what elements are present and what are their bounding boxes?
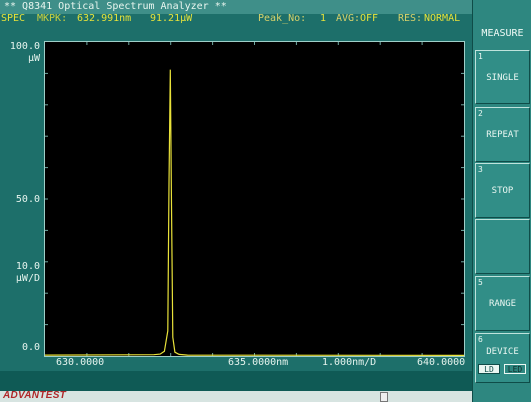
spectrum-trace [44, 69, 465, 356]
stop-button[interactable]: 3 STOP [475, 163, 530, 218]
message-bar [0, 371, 472, 391]
marker-label: MKPK: [37, 13, 68, 24]
y-div-label: 10.0 [15, 261, 40, 272]
menu-title: MEASURE [481, 28, 524, 39]
softkey-label: STOP [491, 186, 514, 196]
ld-option[interactable]: LD [478, 364, 500, 374]
y-top-unit: μW [27, 53, 40, 64]
spectrum-svg [44, 42, 465, 356]
softkey-number: 6 [478, 335, 483, 344]
y-bottom-label: 0.0 [21, 342, 40, 353]
mode-label: SPEC [1, 13, 26, 24]
y-top-label: 100.0 [9, 41, 40, 52]
peak-value: 1 [320, 13, 327, 24]
marker-power: 91.21μW [150, 13, 193, 24]
softkey-label: DEVICE [486, 347, 519, 357]
x-center-label: 635.0000nm [228, 357, 289, 368]
spectrum-plot[interactable] [44, 41, 465, 357]
avg-value: OFF [360, 13, 379, 24]
single-button[interactable]: 1 SINGLE [475, 50, 530, 104]
status-bar: SPEC MKPK: 632.991nm 91.21μW Peak_No: 1 … [0, 13, 472, 36]
title-bar: ** Q8341 Optical Spectrum Analyzer ** [0, 0, 472, 14]
x-start-label: 630.0000 [56, 357, 105, 368]
empty-softkey[interactable] [475, 219, 530, 274]
softkey-label: REPEAT [486, 130, 519, 140]
scroll-indicator [380, 392, 388, 402]
x-end-label: 640.0000 [417, 357, 466, 368]
x-span-label: 1.000nm/D [322, 357, 377, 368]
softkey-label: RANGE [488, 299, 517, 309]
softkey-number: 2 [478, 109, 483, 118]
softkey-number: 3 [478, 165, 483, 174]
device-toggle[interactable]: LD LED [478, 364, 528, 375]
repeat-button[interactable]: 2 REPEAT [475, 107, 530, 162]
softkey-label: SINGLE [486, 73, 519, 83]
softkey-number: 5 [478, 278, 483, 287]
y-mid-label: 50.0 [15, 194, 40, 205]
res-label: RES: [398, 13, 423, 24]
peak-label: Peak_No: [258, 13, 307, 24]
y-div-unit: μW/D [15, 273, 40, 284]
instrument-title: ** Q8341 Optical Spectrum Analyzer ** [4, 1, 227, 12]
res-value: NORMAL [424, 13, 461, 24]
brand-logo: ADVANTEST [3, 390, 67, 401]
softkey-number: 1 [478, 52, 483, 61]
brand-strip: ADVANTEST [0, 390, 472, 402]
led-option[interactable]: LED [504, 364, 526, 374]
marker-wavelength: 632.991nm [77, 13, 132, 24]
avg-label: AVG: [336, 13, 361, 24]
device-button[interactable]: 6 DEVICE LD LED [475, 333, 530, 383]
softkey-panel: MEASURE 1 SINGLE 2 REPEAT 3 STOP 5 RANGE… [472, 0, 531, 402]
range-button[interactable]: 5 RANGE [475, 276, 530, 331]
plot-ticks [45, 42, 464, 356]
